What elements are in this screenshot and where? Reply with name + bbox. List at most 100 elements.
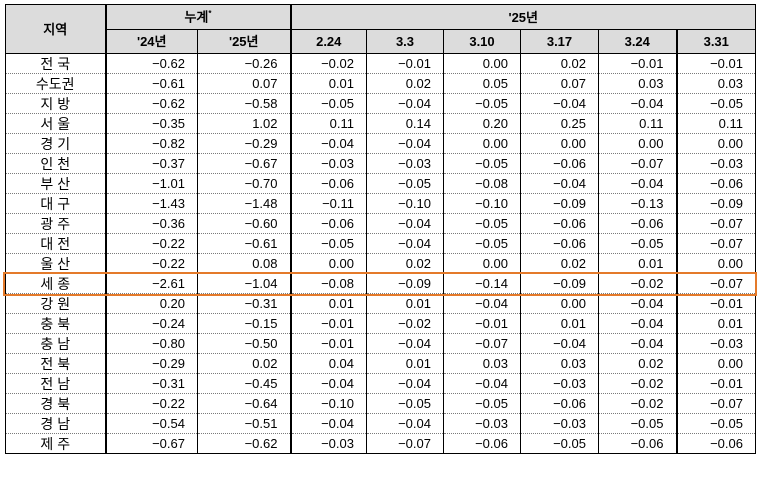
value-cell: −0.06: [677, 174, 756, 194]
value-cell: 0.11: [677, 114, 756, 134]
cumulative-header: 누계*: [106, 5, 291, 30]
value-cell: −0.03: [677, 334, 756, 354]
value-cell: 0.01: [291, 294, 367, 314]
week-col-header: 2.24: [291, 30, 367, 54]
value-cell: 0.11: [599, 114, 677, 134]
value-cell: 0.02: [599, 354, 677, 374]
value-cell: −0.06: [291, 174, 367, 194]
value-cell: −0.58: [198, 94, 291, 114]
value-cell: −0.04: [367, 334, 444, 354]
value-cell: −0.60: [198, 214, 291, 234]
region-cell: 서 울: [6, 114, 106, 134]
value-cell: 0.01: [367, 294, 444, 314]
value-cell: −0.01: [291, 334, 367, 354]
value-cell: 0.01: [677, 314, 756, 334]
value-cell: −0.01: [367, 54, 444, 74]
region-cell: 전 남: [6, 374, 106, 394]
value-cell: 0.01: [367, 354, 444, 374]
value-cell: −0.36: [106, 214, 198, 234]
value-cell: −0.05: [444, 214, 521, 234]
region-cell: 지 방: [6, 94, 106, 114]
value-cell: 0.00: [599, 134, 677, 154]
value-cell: −0.24: [106, 314, 198, 334]
value-cell: −0.29: [106, 354, 198, 374]
value-cell: −0.09: [367, 274, 444, 294]
table-row: 대 전 −0.22 −0.61 −0.05 −0.04 −0.05 −0.06 −0.05 −0…: [6, 234, 756, 254]
value-cell: −0.06: [677, 434, 756, 454]
value-cell: −0.10: [367, 194, 444, 214]
value-cell: −0.09: [521, 274, 599, 294]
table-row: 전 북 −0.29 0.02 0.04 0.01 0.03 0.03 0.02 0.00: [6, 354, 756, 374]
value-cell: −0.10: [444, 194, 521, 214]
region-cell: 전 국: [6, 54, 106, 74]
value-cell: −0.07: [677, 274, 756, 294]
value-cell: −0.50: [198, 334, 291, 354]
value-cell: −0.37: [106, 154, 198, 174]
region-cell: 수도권: [6, 74, 106, 94]
value-cell: 0.05: [444, 74, 521, 94]
value-cell: −0.05: [444, 394, 521, 414]
cum-col-header: '25년: [198, 30, 291, 54]
value-cell: 0.02: [521, 254, 599, 274]
value-cell: 0.02: [367, 254, 444, 274]
value-cell: 0.02: [367, 74, 444, 94]
value-cell: 0.00: [444, 134, 521, 154]
value-cell: −0.08: [444, 174, 521, 194]
value-cell: 0.02: [521, 54, 599, 74]
value-cell: −0.01: [291, 314, 367, 334]
value-cell: 0.03: [677, 74, 756, 94]
value-cell: −0.61: [106, 74, 198, 94]
region-cell: 제 주: [6, 434, 106, 454]
table-row: 서 울 −0.35 1.02 0.11 0.14 0.20 0.25 0.11 0.11: [6, 114, 756, 134]
value-cell: −0.31: [106, 374, 198, 394]
value-cell: −0.35: [106, 114, 198, 134]
value-cell: −1.04: [198, 274, 291, 294]
value-cell: −1.43: [106, 194, 198, 214]
cum-col-header: '24년: [106, 30, 198, 54]
value-cell: −0.67: [106, 434, 198, 454]
value-cell: 0.00: [677, 254, 756, 274]
table-row: 경 북 −0.22 −0.64 −0.10 −0.05 −0.05 −0.06 −0.02 −0…: [6, 394, 756, 414]
table-row: 울 산 −0.22 0.08 0.00 0.02 0.00 0.02 0.01 0.00: [6, 254, 756, 274]
value-cell: −0.51: [198, 414, 291, 434]
value-cell: 0.04: [291, 354, 367, 374]
value-cell: 1.02: [198, 114, 291, 134]
value-cell: −0.04: [521, 174, 599, 194]
value-cell: −0.13: [599, 194, 677, 214]
table-row: 제 주 −0.67 −0.62 −0.03 −0.07 −0.06 −0.05 −0.06 −0…: [6, 434, 756, 454]
value-cell: 0.01: [291, 74, 367, 94]
table-row: 수도권 −0.61 0.07 0.01 0.02 0.05 0.07 0.03 0.03: [6, 74, 756, 94]
region-cell: 전 북: [6, 354, 106, 374]
value-cell: −0.04: [444, 374, 521, 394]
value-cell: −0.04: [599, 334, 677, 354]
value-cell: 0.00: [677, 354, 756, 374]
value-cell: −0.01: [677, 54, 756, 74]
value-cell: 0.00: [444, 254, 521, 274]
table-row: 경 기 −0.82 −0.29 −0.04 −0.04 0.00 0.00 0.00 0.00: [6, 134, 756, 154]
value-cell: −0.04: [367, 374, 444, 394]
value-cell: −0.03: [291, 434, 367, 454]
value-cell: −0.05: [291, 94, 367, 114]
table-row: 대 구 −1.43 −1.48 −0.11 −0.10 −0.10 −0.09 −0.13 −0…: [6, 194, 756, 214]
value-cell: −0.04: [599, 174, 677, 194]
region-cell: 인 천: [6, 154, 106, 174]
value-cell: −0.06: [599, 434, 677, 454]
value-cell: −0.08: [291, 274, 367, 294]
region-cell: 세 종: [6, 274, 106, 294]
value-cell: 0.01: [521, 314, 599, 334]
value-cell: −0.26: [198, 54, 291, 74]
value-cell: −0.10: [291, 394, 367, 414]
region-cell: 강 원: [6, 294, 106, 314]
value-cell: −0.64: [198, 394, 291, 414]
value-cell: −0.05: [521, 434, 599, 454]
value-cell: −0.03: [521, 414, 599, 434]
value-cell: −0.62: [198, 434, 291, 454]
table-row: 부 산 −1.01 −0.70 −0.06 −0.05 −0.08 −0.04 −0.04 −0…: [6, 174, 756, 194]
value-cell: −0.07: [367, 434, 444, 454]
week-col-header: 3.24: [599, 30, 677, 54]
region-cell: 경 남: [6, 414, 106, 434]
table-row: 강 원 0.20 −0.31 0.01 0.01 −0.04 0.00 −0.04 −0.01: [6, 294, 756, 314]
value-cell: 0.01: [599, 254, 677, 274]
value-cell: −0.02: [599, 274, 677, 294]
value-cell: −0.03: [521, 374, 599, 394]
